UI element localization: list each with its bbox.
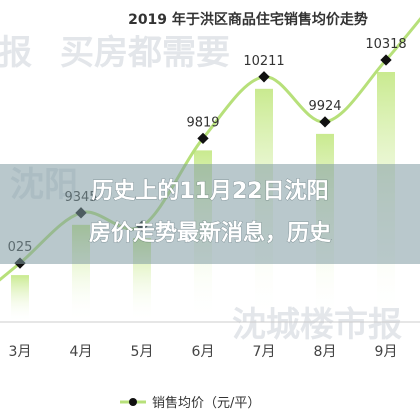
x-tick-label: 9月 [375, 344, 398, 360]
legend-marker-swatch [129, 398, 137, 406]
x-tick-label: 5月 [131, 344, 154, 360]
banner-overlay [0, 164, 420, 264]
data-label-6月: 9819 [186, 115, 219, 130]
data-label-9月: 10318 [365, 37, 406, 52]
bar-3月 [11, 275, 29, 322]
data-point-8月 [319, 116, 331, 128]
x-tick-label: 6月 [192, 344, 215, 360]
x-tick-label: 8月 [314, 344, 337, 360]
x-tick-label: 4月 [70, 344, 93, 360]
legend-label: 销售均价（元/平） [152, 395, 260, 411]
data-label-8月: 9924 [308, 99, 341, 114]
tick-layer: 3月 4月 5月 6月 7月 8月 9月 [9, 344, 398, 360]
banner-line-1: 历史上的11月22日沈阳 [91, 178, 328, 204]
legend: 销售均价（元/平） [120, 395, 260, 411]
x-tick-label: 3月 [9, 344, 32, 360]
data-point-6月 [197, 132, 209, 145]
data-point-9月 [380, 54, 392, 66]
watermark-text: 报 [0, 33, 32, 73]
banner-line-2: 房价走势最新消息，历史 [89, 220, 332, 246]
data-label-7月: 10211 [243, 54, 284, 69]
data-point-7月 [258, 71, 270, 83]
chart-title: 2019 年于洪区商品住宅销售均价走势 [128, 11, 368, 28]
watermark-text: 买房都需要 [60, 33, 230, 73]
x-tick-label: 7月 [253, 344, 276, 360]
